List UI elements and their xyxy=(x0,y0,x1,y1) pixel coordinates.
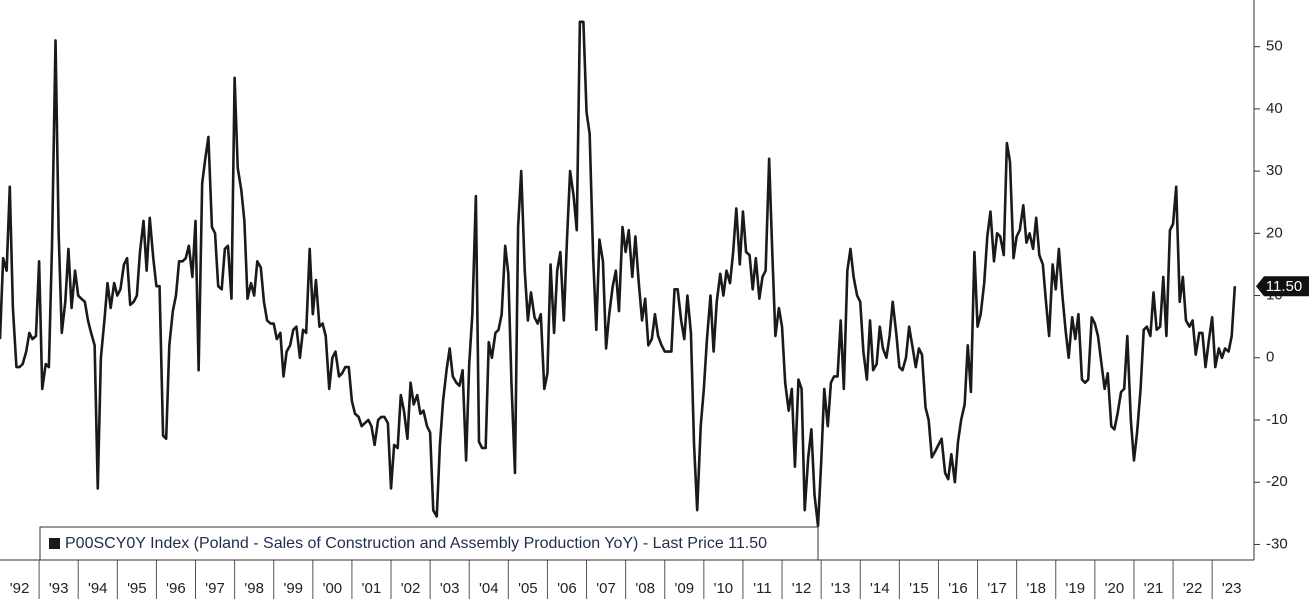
x-tick-label: '16 xyxy=(948,580,968,597)
x-tick-label: '95 xyxy=(127,580,147,597)
x-tick-label: '07 xyxy=(596,580,616,597)
x-tick-label: '98 xyxy=(244,580,264,597)
legend: P00SCY0Y Index (Poland - Sales of Constr… xyxy=(39,526,819,561)
y-tick-label: 50 xyxy=(1266,38,1283,55)
x-tick-label: '00 xyxy=(323,580,343,597)
legend-label: P00SCY0Y Index (Poland - Sales of Constr… xyxy=(65,535,767,552)
x-tick-label: '94 xyxy=(88,580,108,597)
x-tick-label: '04 xyxy=(479,580,499,597)
y-tick-label: 20 xyxy=(1266,224,1283,241)
x-tick-label: '15 xyxy=(909,580,929,597)
x-tick-label: '05 xyxy=(518,580,538,597)
legend-swatch xyxy=(49,538,60,549)
x-tick-label: '11 xyxy=(753,580,771,597)
x-tick-label: '06 xyxy=(557,580,577,597)
x-tick-label: '14 xyxy=(870,580,890,597)
x-tick-label: '20 xyxy=(1105,580,1125,597)
x-tick-label: '92 xyxy=(10,580,30,597)
last-price-label: 11.50 xyxy=(1266,278,1302,295)
x-tick-label: '13 xyxy=(831,580,851,597)
y-tick-label: -30 xyxy=(1266,535,1288,552)
x-tick-label: '19 xyxy=(1066,580,1086,597)
series-line xyxy=(0,20,1237,528)
x-tick-label: '01 xyxy=(362,580,382,597)
y-tick-label: -20 xyxy=(1266,473,1288,490)
legend-box xyxy=(39,526,819,561)
x-tick-label: '09 xyxy=(675,580,695,597)
x-tick-label: '96 xyxy=(166,580,186,597)
y-tick-label: 40 xyxy=(1266,100,1283,117)
x-tick-label: '23 xyxy=(1222,580,1242,597)
x-tick-label: '22 xyxy=(1183,580,1203,597)
x-tick-label: '12 xyxy=(792,580,812,597)
y-tick-label: 0 xyxy=(1266,349,1274,366)
x-tick-label: '08 xyxy=(635,580,655,597)
x-tick-label: '17 xyxy=(987,580,1007,597)
x-tick-label: '21 xyxy=(1144,580,1164,597)
y-tick-label: -10 xyxy=(1266,411,1288,428)
x-tick-label: '10 xyxy=(714,580,734,597)
last-price-tag xyxy=(1256,276,1309,297)
x-tick-label: '03 xyxy=(440,580,460,597)
x-tick-label: '99 xyxy=(283,580,303,597)
x-tick-label: '93 xyxy=(49,580,69,597)
y-tick-label: 30 xyxy=(1266,162,1283,179)
x-tick-label: '18 xyxy=(1026,580,1046,597)
x-tick-label: '02 xyxy=(401,580,421,597)
x-tick-label: '97 xyxy=(205,580,225,597)
